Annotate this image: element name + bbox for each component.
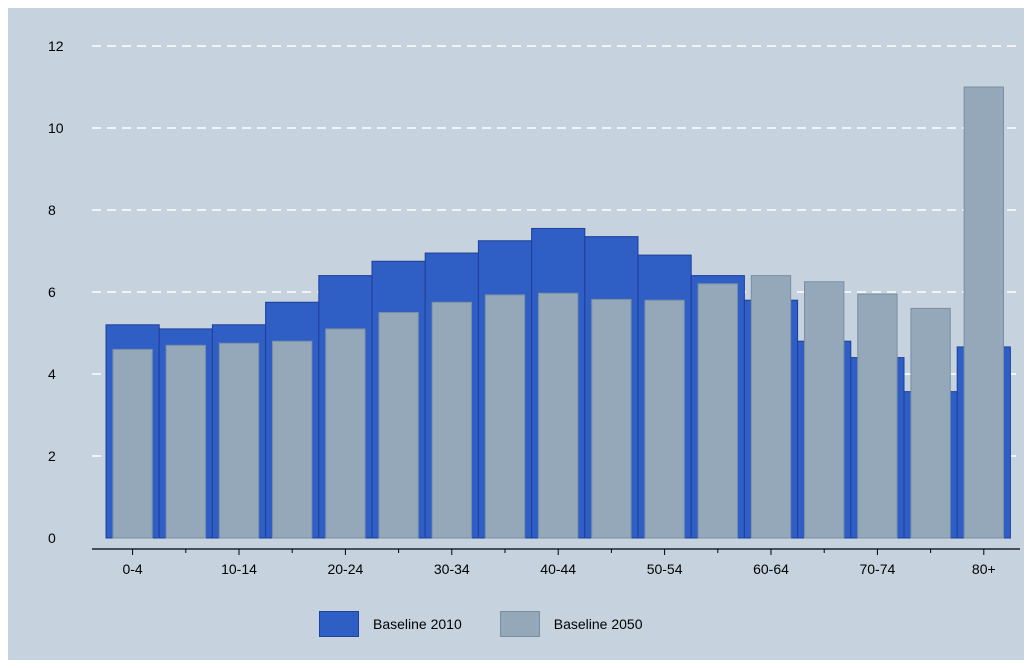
- bar-2050-65-69: [804, 281, 845, 539]
- bar-2050-20-24: [325, 328, 366, 539]
- bar-2050-25-29: [378, 312, 419, 539]
- series-baseline-2050: [112, 86, 1004, 539]
- x-tick-label: 20-24: [327, 561, 363, 577]
- y-tick-label: 2: [48, 448, 56, 464]
- legend-label-2050: Baseline 2050: [553, 616, 643, 632]
- bar-2050-15-19: [272, 340, 313, 539]
- chart-frame: 0 2 4 6 8 10 12 0-4 10-14 20-24 30-34 40-44 50-54 60-…: [8, 8, 1024, 660]
- x-tick-label: 50-54: [647, 561, 683, 577]
- x-tick-label: 10-14: [221, 561, 257, 577]
- bar-2050-40-44: [538, 292, 579, 539]
- x-tick-label: 60-64: [753, 561, 789, 577]
- bar-2050-45-49: [591, 298, 632, 539]
- y-tick-label: 4: [48, 366, 56, 382]
- bar-2050-0-4: [112, 348, 153, 539]
- bar-chart: 0 2 4 6 8 10 12 0-4 10-14 20-24 30-34 40-44 50-54 60-…: [48, 38, 1020, 577]
- bar-2050-5-9: [165, 344, 206, 539]
- bar-2050-10-14: [218, 342, 260, 539]
- bar-2050-55-59: [697, 283, 738, 539]
- x-tick-label: 70-74: [859, 561, 895, 577]
- bar-2050-35-39: [484, 294, 526, 539]
- bar-2050-50-54: [644, 299, 685, 539]
- bar-2050-80+: [963, 86, 1004, 539]
- x-tick-label: 0-4: [122, 561, 142, 577]
- y-tick-label: 10: [48, 120, 64, 136]
- x-tick-label: 30-34: [434, 561, 470, 577]
- bar-2050-70-74: [857, 293, 898, 539]
- legend-item-2010: Baseline 2010: [319, 611, 462, 637]
- x-tick-label: 40-44: [540, 561, 576, 577]
- legend-swatch-2010: [319, 611, 359, 637]
- bar-2050-30-34: [431, 301, 472, 539]
- x-tick-label: 80+: [972, 561, 996, 577]
- bar-2050-75-79: [910, 307, 951, 539]
- y-tick-label: 6: [48, 284, 56, 300]
- y-tick-label: 0: [48, 530, 56, 546]
- y-tick-label: 8: [48, 202, 56, 218]
- legend: Baseline 2010 Baseline 2050: [319, 611, 681, 637]
- y-tick-label: 12: [48, 38, 64, 54]
- legend-swatch-2050: [499, 611, 540, 637]
- legend-item-2050: Baseline 2050: [499, 611, 643, 637]
- axes: 0 2 4 6 8 10 12 0-4 10-14 20-24 30-34 40-44 50-54 60-…: [48, 38, 1020, 577]
- bar-2050-60-64: [750, 275, 792, 539]
- legend-label-2010: Baseline 2010: [373, 616, 462, 632]
